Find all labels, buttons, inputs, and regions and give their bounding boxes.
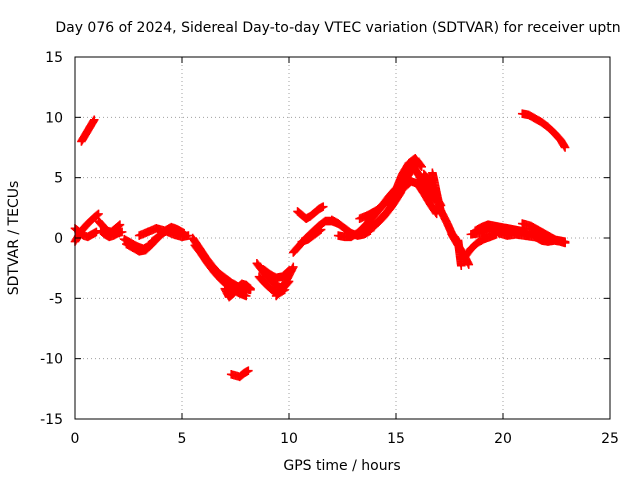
data-point <box>560 238 570 248</box>
track-t17 <box>271 262 298 301</box>
data-points <box>70 109 570 382</box>
data-point <box>246 284 255 293</box>
track-t33 <box>453 236 466 271</box>
data-point <box>244 366 253 376</box>
y-tick-label: 10 <box>45 110 63 126</box>
axis-ticks <box>74 56 611 420</box>
data-point <box>416 161 426 170</box>
data-point <box>241 291 251 301</box>
track-t27 <box>400 176 441 219</box>
track-t12 <box>220 279 255 302</box>
y-tick-label: -10 <box>40 352 63 368</box>
track-t34 <box>460 230 501 262</box>
y-tick-label: 15 <box>45 50 63 66</box>
data-point <box>464 260 474 269</box>
x-tick-label: 5 <box>178 431 187 447</box>
data-point <box>114 221 124 230</box>
track-t39 <box>530 232 570 248</box>
data-point <box>318 202 328 211</box>
tick-labels: 0 5 10 15 20 25 -15 -10 -5 0 5 10 15 <box>40 50 619 447</box>
track-t20 <box>297 225 326 246</box>
data-point <box>288 262 298 272</box>
track-t26 <box>383 154 426 208</box>
data-point <box>179 228 189 238</box>
x-tick-label: 20 <box>494 431 512 447</box>
y-tick-label: -5 <box>49 291 63 307</box>
data-point <box>417 162 426 172</box>
track-t9 <box>147 222 189 246</box>
track-t16 <box>259 265 294 283</box>
track-t5 <box>96 226 127 242</box>
data-point <box>89 115 99 125</box>
data-point <box>315 226 325 235</box>
track-t19 <box>293 202 328 223</box>
data-point <box>115 220 125 230</box>
x-tick-label: 25 <box>601 431 619 447</box>
y-tick-label: -15 <box>40 412 63 428</box>
track-t40 <box>517 109 570 152</box>
data-point <box>117 227 127 237</box>
y-tick-label: 0 <box>54 231 63 247</box>
x-tick-label: 0 <box>71 431 80 447</box>
track-t13 <box>226 366 253 382</box>
track-t2 <box>70 224 101 242</box>
data-point <box>560 143 570 152</box>
data-point <box>456 261 466 271</box>
y-tick-label: 5 <box>54 171 63 187</box>
x-tick-label: 15 <box>387 431 405 447</box>
data-point <box>245 283 254 293</box>
track-t3 <box>77 115 99 146</box>
x-axis-label: GPS time / hours <box>283 458 400 474</box>
data-point <box>94 209 103 219</box>
y-axis-label: SDTVAR / TECUs <box>6 181 22 296</box>
data-point <box>316 225 326 234</box>
data-point <box>93 210 102 220</box>
x-tick-label: 10 <box>280 431 298 447</box>
chart-title: Day 076 of 2024, Sidereal Day-to-day VTE… <box>55 20 620 36</box>
